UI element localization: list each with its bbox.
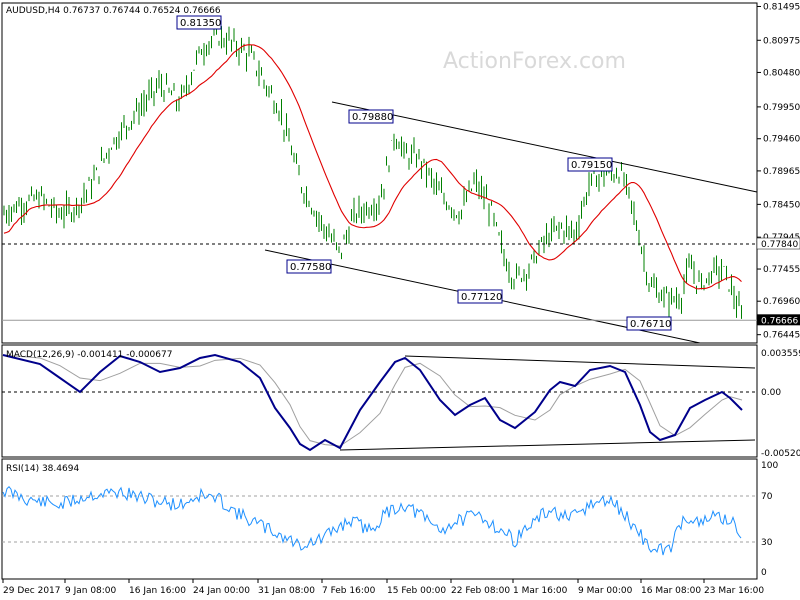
x-tick-label: 7 Feb 16:00	[322, 586, 376, 596]
x-tick-label: 16 Mar 08:00	[641, 586, 701, 596]
rsi-tick-100: 100	[761, 461, 778, 471]
x-tick-label: 9 Mar 00:00	[578, 586, 633, 596]
price-annotation: 0.79880	[348, 109, 394, 124]
x-tick-label: 22 Feb 08:00	[451, 586, 510, 596]
rsi-tick-0: 0	[761, 568, 767, 578]
price-header: AUDUSD,H4 0.76737 0.76744 0.76524 0.7666…	[6, 6, 221, 16]
price-panel	[1, 2, 758, 344]
x-tick-label: 31 Jan 08:00	[258, 586, 315, 596]
price-tick-label: 0.76960	[763, 297, 800, 307]
last-price-label: 0.76666	[757, 314, 800, 326]
x-tick-label: 23 Mar 16:00	[704, 586, 764, 596]
macd-main-line	[2, 353, 743, 452]
price-tick-label: 0.81495	[763, 2, 800, 12]
x-tick-label: 9 Jan 08:00	[65, 586, 117, 596]
macd-trend-upper	[404, 355, 756, 369]
level-price-label: 0.77840	[756, 237, 800, 250]
x-tick-label: 24 Jan 00:00	[193, 586, 250, 596]
price-tick-label: 0.76445	[763, 331, 800, 341]
macd-tick-top: 0.003559	[761, 349, 800, 359]
price-tick-label: 0.80480	[763, 68, 800, 78]
x-tick-label: 29 Dec 2017	[3, 586, 61, 596]
macd-tick-zero: 0.00	[761, 388, 781, 398]
svg-text:0.81350: 0.81350	[180, 18, 221, 29]
price-tick-label: 0.79460	[763, 135, 800, 145]
price-tick-label: 0.77455	[763, 265, 800, 275]
svg-text:0.79150: 0.79150	[571, 160, 612, 171]
price-annotation: 0.76710	[626, 316, 672, 331]
price-annotation: 0.77120	[457, 289, 503, 304]
price-tick-label: 0.78965	[763, 167, 800, 177]
macd-signal-line	[2, 354, 743, 447]
svg-text:0.77840: 0.77840	[761, 240, 798, 250]
rsi-tick-70: 70	[761, 492, 773, 502]
macd-tick-bottom: -0.005207	[761, 449, 800, 459]
watermark: ActionForex.com	[443, 49, 626, 74]
price-tick-label: 0.79950	[763, 103, 800, 113]
rsi-line	[2, 485, 742, 556]
macd-panel	[1, 344, 758, 458]
macd-trend-lower	[339, 439, 756, 451]
x-tick-label: 15 Feb 00:00	[387, 586, 446, 596]
rsi-panel	[1, 458, 758, 580]
x-tick-label: 1 Mar 16:00	[513, 586, 568, 596]
moving-average-line	[3, 44, 742, 290]
price-annotation: 0.79150	[567, 157, 613, 172]
price-annotation: 0.81350	[176, 15, 222, 30]
price-annotation: 0.77580	[286, 259, 332, 274]
x-tick-label: 16 Jan 16:00	[129, 586, 186, 596]
svg-text:0.76666: 0.76666	[761, 316, 798, 326]
price-tick-label: 0.78450	[763, 200, 800, 210]
price-tick-label: 0.80975	[763, 36, 800, 46]
rsi-tick-30: 30	[761, 538, 773, 548]
rsi-header: RSI(14) 38.4694	[6, 464, 79, 474]
svg-text:0.77580: 0.77580	[290, 262, 331, 273]
macd-header: MACD(12,26,9) -0.001411 -0.000677	[6, 350, 172, 360]
svg-text:0.77120: 0.77120	[461, 292, 502, 303]
svg-text:0.79880: 0.79880	[352, 112, 393, 123]
channel-upper-line	[331, 101, 758, 193]
svg-text:0.76710: 0.76710	[630, 319, 671, 330]
